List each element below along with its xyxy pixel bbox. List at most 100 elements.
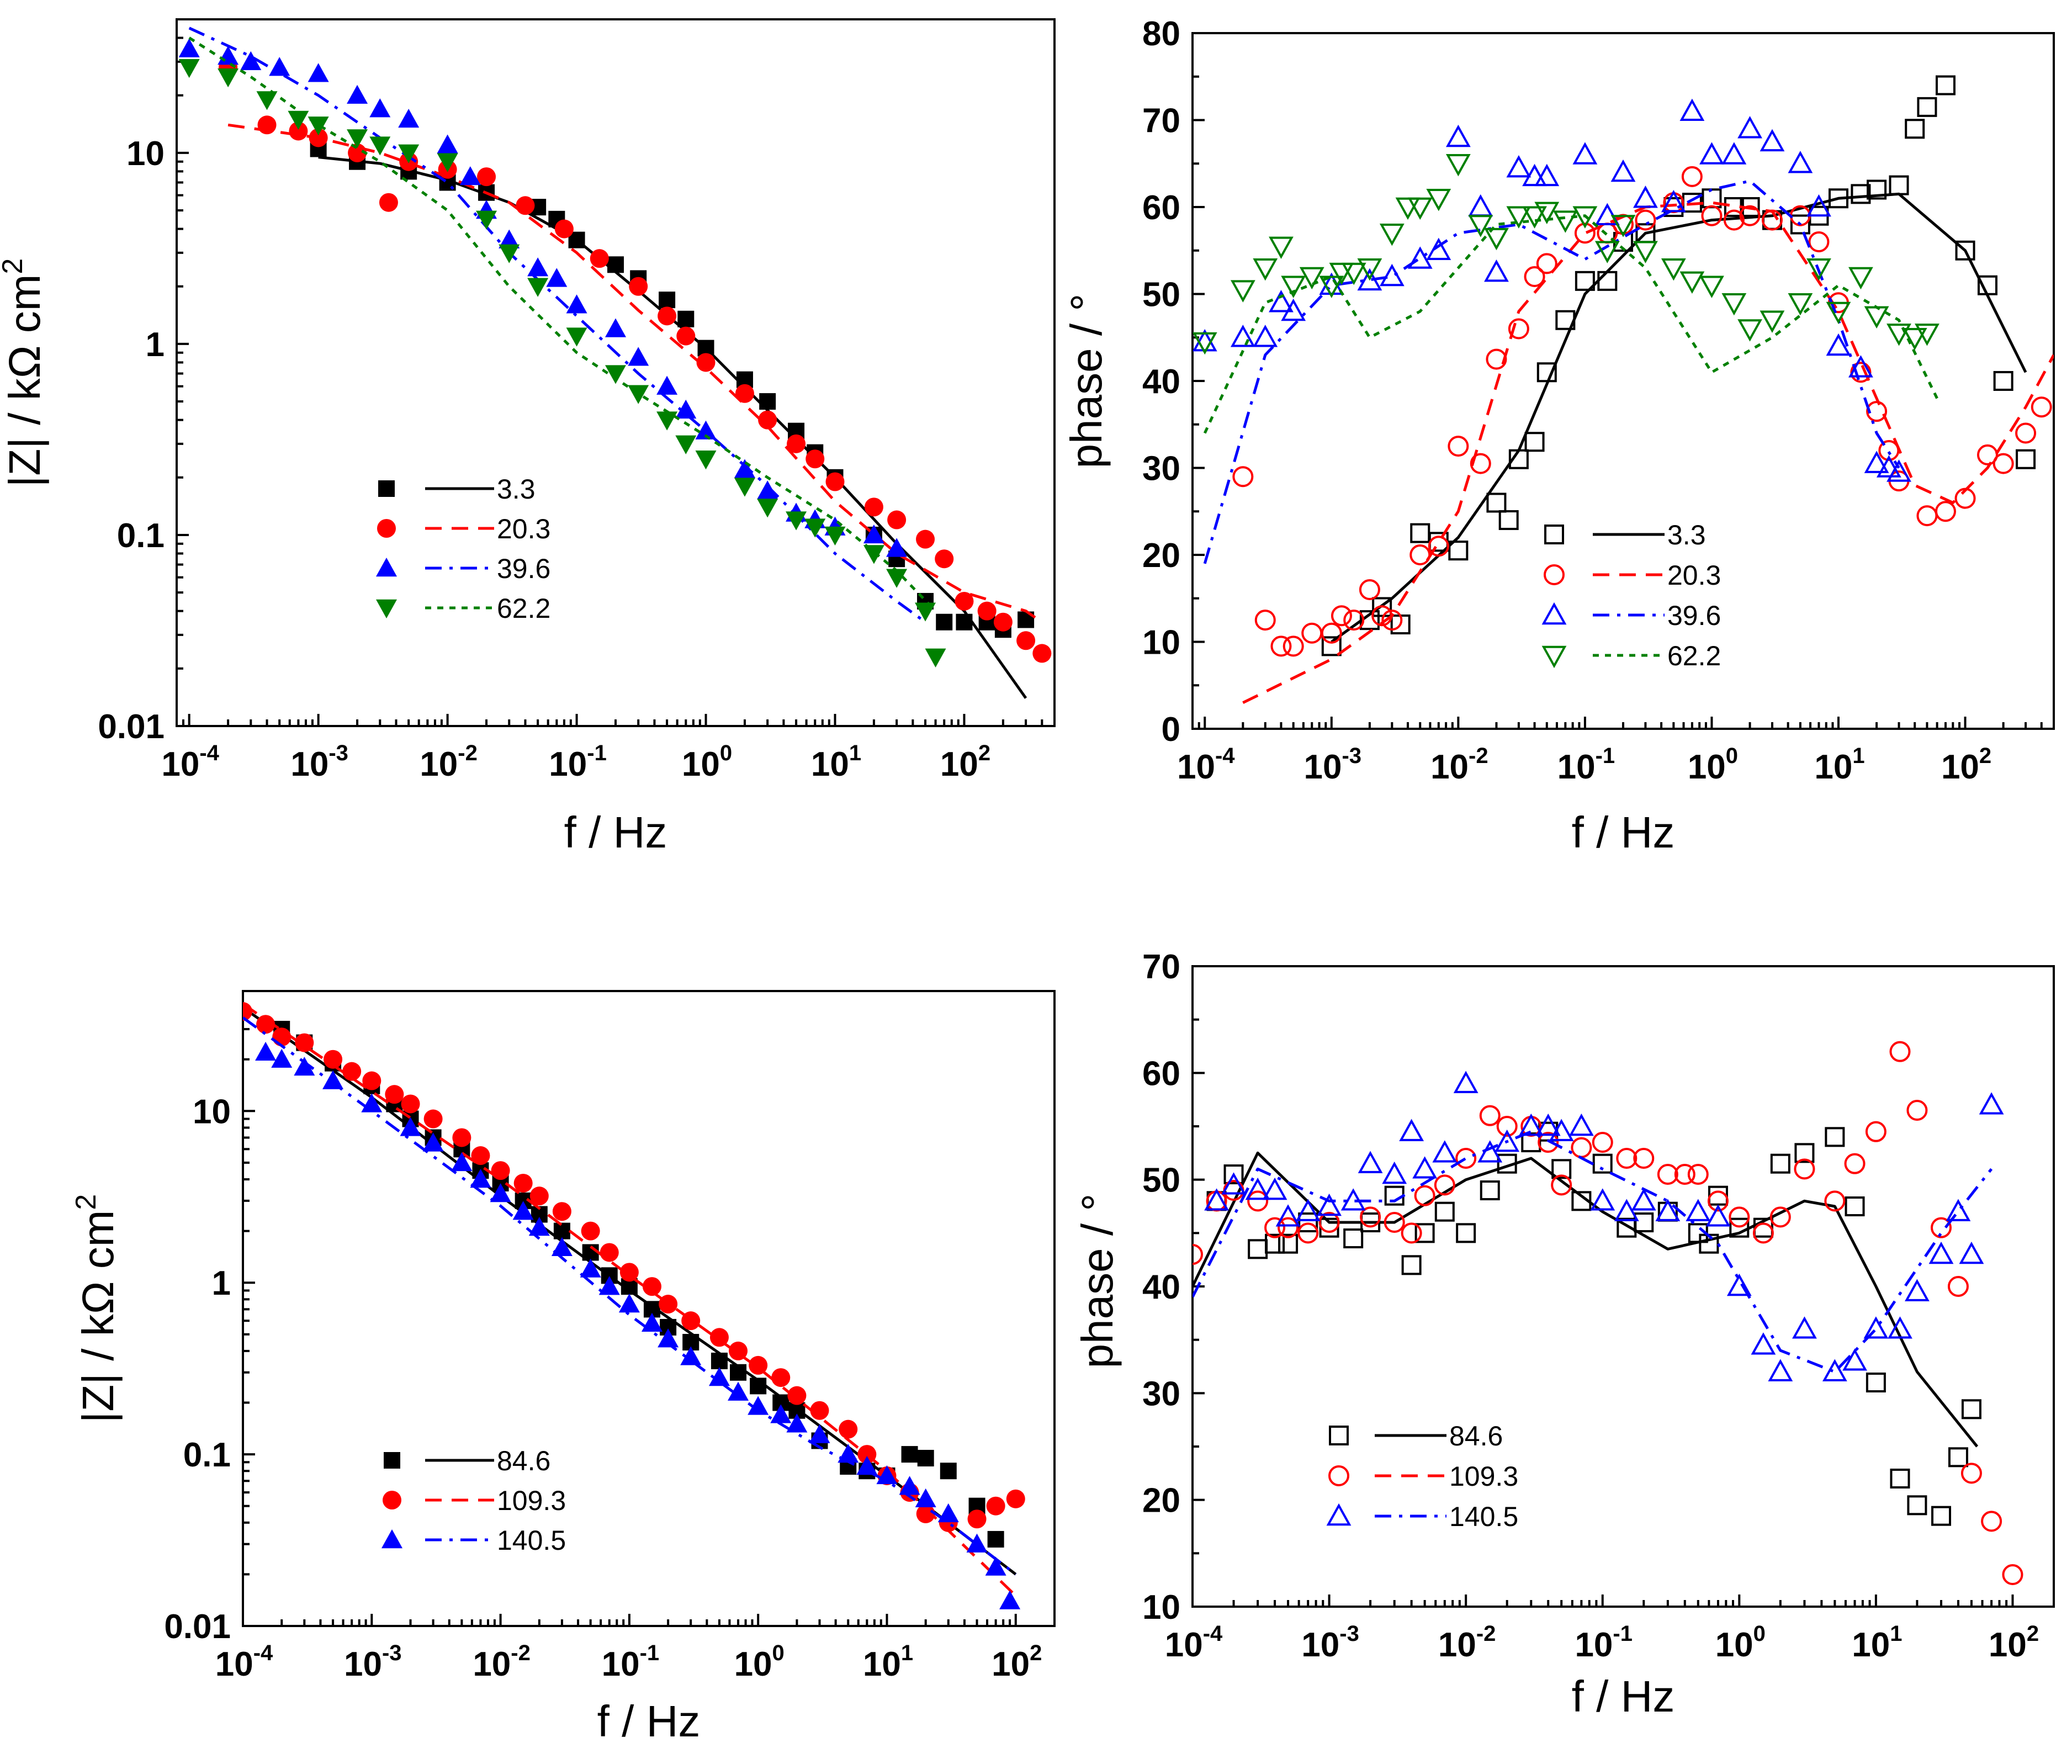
data-point — [1845, 1196, 1865, 1216]
data-point — [256, 91, 278, 110]
data-point — [1357, 268, 1382, 291]
data-point — [423, 1109, 443, 1129]
data-point — [708, 1367, 730, 1386]
data-point — [1917, 97, 1937, 117]
data-point — [1283, 635, 1304, 657]
x-tick-base: 10 — [420, 745, 458, 783]
legend-item: 20.3 — [1544, 560, 1721, 591]
data-point — [1592, 1132, 1613, 1153]
x-tick-exponent: 0 — [772, 1641, 785, 1665]
data-point — [1379, 263, 1405, 287]
plot-area — [178, 27, 1052, 699]
data-point — [1016, 631, 1036, 650]
data-point — [1407, 246, 1433, 269]
data-point — [917, 1450, 934, 1467]
data-point — [856, 1456, 878, 1475]
data-point — [810, 1401, 829, 1420]
data-point — [887, 510, 907, 529]
data-point — [735, 384, 754, 403]
data-point — [400, 1117, 421, 1136]
data-point — [809, 1424, 830, 1443]
data-point — [1826, 301, 1851, 325]
data-point — [864, 497, 883, 517]
legend: 84.6 109.3 140.5 — [1326, 1421, 1518, 1532]
legend-item: 84.6 — [1329, 1421, 1503, 1452]
y-tick-label: 1 — [146, 326, 165, 364]
data-point — [1657, 1164, 1678, 1185]
data-point — [437, 153, 458, 172]
legend-label: 84.6 — [1449, 1421, 1503, 1452]
data-point — [1264, 1217, 1286, 1238]
data-point — [675, 399, 697, 419]
data-point — [1445, 124, 1471, 147]
data-point — [901, 1446, 918, 1463]
data-point — [771, 1368, 791, 1387]
data-point — [757, 480, 778, 500]
data-point — [1739, 205, 1761, 226]
data-point — [1574, 223, 1596, 244]
data-point — [915, 602, 936, 622]
legend-marker — [1544, 525, 1564, 544]
x-tick-label: 10-4 — [161, 741, 219, 783]
y-tick-label: 0.1 — [117, 517, 165, 555]
data-point — [1299, 267, 1324, 290]
data-point — [1633, 1148, 1655, 1169]
data-point — [1453, 1071, 1479, 1093]
data-point — [361, 1093, 383, 1113]
y-tick-label: 70 — [1142, 102, 1180, 140]
y-axis-label: |Z| / kΩ cm2 — [70, 1194, 123, 1423]
data-point — [551, 1237, 573, 1256]
data-point — [272, 1027, 292, 1047]
data-point — [1825, 1127, 1845, 1147]
x-tick-exponent: -3 — [1339, 1622, 1359, 1646]
x-tick-exponent: -4 — [253, 1641, 273, 1665]
data-point — [967, 1509, 987, 1529]
fit-line — [1203, 214, 1938, 434]
data-point — [824, 526, 846, 545]
data-point — [966, 1533, 988, 1553]
data-point — [1484, 227, 1509, 251]
data-point — [750, 1378, 767, 1395]
data-point — [1410, 523, 1430, 543]
data-point — [1270, 635, 1292, 657]
x-tick-base: 10 — [811, 745, 849, 783]
chart-4: 10-4 10-3 10-2 10-1 100 101 10210203040506070f… — [1073, 948, 2055, 1721]
legend-item: 20.3 — [377, 513, 550, 544]
x-tick-label: 10-3 — [344, 1641, 402, 1683]
x-tick-base: 10 — [473, 1645, 511, 1683]
legend-marker — [376, 599, 397, 618]
data-point — [729, 1341, 748, 1360]
data-point — [1981, 1511, 2002, 1532]
legend-item: 39.6 — [376, 553, 550, 584]
data-point — [1468, 215, 1493, 237]
data-point — [1549, 1119, 1574, 1141]
data-point — [529, 1186, 549, 1206]
data-point — [985, 1556, 1006, 1576]
legend-marker — [378, 480, 395, 497]
data-point — [656, 411, 678, 431]
series-140.5 — [243, 1016, 1021, 1609]
legend-marker — [1541, 645, 1567, 669]
x-tick-base: 10 — [992, 1645, 1030, 1683]
data-point — [1360, 1206, 1381, 1228]
data-point — [1661, 190, 1686, 213]
data-point — [1508, 318, 1529, 340]
legend-item: 62.2 — [376, 593, 550, 624]
data-point — [1737, 116, 1762, 139]
data-point — [1245, 1177, 1270, 1200]
y-axis-label-text: |Z| / kΩ cm — [73, 1210, 123, 1423]
data-point — [1792, 1316, 1817, 1339]
legend-marker — [1326, 1503, 1352, 1526]
data-point — [1788, 293, 1813, 316]
legend-label: 109.3 — [1449, 1461, 1518, 1492]
data-point — [1708, 1185, 1728, 1206]
x-tick-label: 102 — [1989, 1622, 2039, 1664]
y-tick-label: 80 — [1142, 15, 1180, 53]
x-tick-exponent: -4 — [1215, 744, 1235, 768]
data-point — [1761, 209, 1783, 231]
x-tick-label: 10-1 — [1557, 744, 1615, 786]
data-point — [528, 1217, 550, 1236]
x-tick-base: 10 — [1941, 748, 1979, 786]
data-point — [999, 1590, 1021, 1609]
data-point — [1770, 1153, 1790, 1174]
